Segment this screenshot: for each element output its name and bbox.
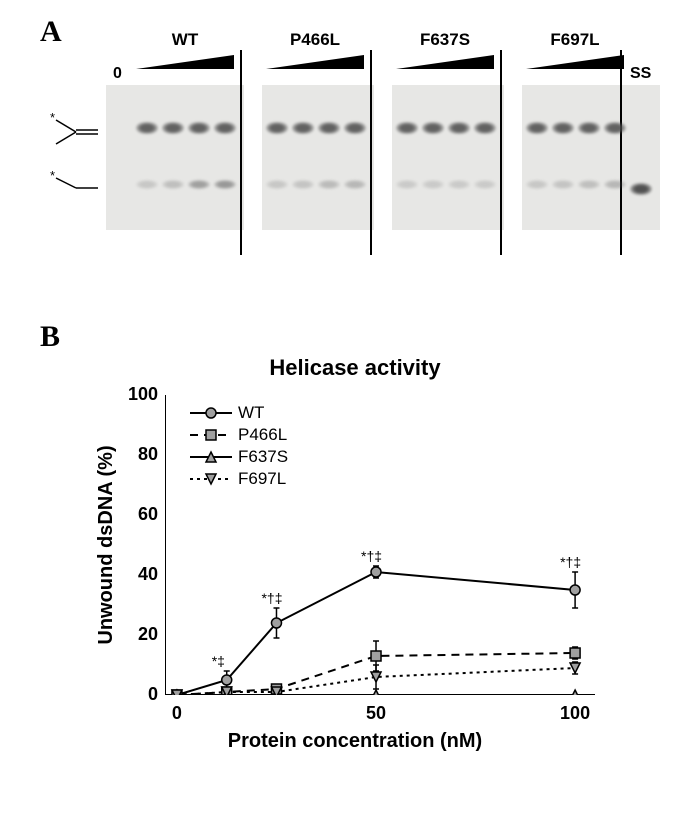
gel-band-lower: [422, 180, 444, 189]
gel-band-lower: [396, 180, 418, 189]
concentration-wedge-icon: [266, 55, 364, 69]
concentration-wedge-icon: [526, 55, 624, 69]
gel-band-upper: [422, 122, 444, 134]
legend-item: F697L: [190, 468, 288, 490]
gel-band-lower: [344, 180, 366, 189]
y-tick-label: 80: [120, 444, 158, 465]
y-tick-label: 60: [120, 504, 158, 525]
legend-item: P466L: [190, 424, 288, 446]
y-axis-label: Unwound dsDNA (%): [95, 395, 115, 695]
y-tick-label: 40: [120, 564, 158, 585]
svg-text:*: *: [50, 112, 55, 125]
gel-group-label: F637S: [410, 30, 480, 50]
dna-fork-schematic-icon: *: [48, 112, 103, 152]
gel-band-upper: [136, 122, 158, 134]
gel-band-lower: [318, 180, 340, 189]
gel-panel: 0 SS WT P466L F637S F697L: [100, 30, 660, 270]
concentration-wedge-icon: [396, 55, 494, 69]
panel-b-label: B: [40, 320, 60, 354]
gel-band-lower: [188, 180, 210, 189]
panel-a-label: A: [40, 15, 62, 49]
x-tick-label: 100: [555, 703, 595, 724]
gel-band-upper: [396, 122, 418, 134]
legend-label: F637S: [238, 447, 288, 467]
figure-page: A 0SSWTP466LF637SF697L * * B Helicase ac…: [0, 0, 700, 815]
gel-divider: [500, 50, 502, 255]
gel-band-upper: [266, 122, 288, 134]
gel-background: [392, 85, 504, 230]
gel-band-upper: [318, 122, 340, 134]
significance-annotation: *†‡: [361, 548, 382, 564]
gel-band-lower: [526, 180, 548, 189]
gel-band-lower: [474, 180, 496, 189]
gel-band-lower: [604, 180, 626, 189]
significance-annotation: *†‡: [560, 554, 581, 570]
gel-divider: [240, 50, 242, 255]
gel-background: [106, 85, 244, 230]
helicase-chart: Helicase activity Unwound dsDNA (%) Prot…: [75, 355, 635, 785]
gel-band-upper: [448, 122, 470, 134]
gel-band-upper: [214, 122, 236, 134]
lane-zero-label: 0: [113, 65, 122, 83]
gel-band-lower: [136, 180, 158, 189]
dna-single-schematic-icon: *: [48, 170, 103, 200]
x-tick-label: 0: [157, 703, 197, 724]
legend-label: F697L: [238, 469, 286, 489]
legend-label: P466L: [238, 425, 287, 445]
gel-group-label: WT: [150, 30, 220, 50]
gel-divider: [620, 50, 622, 255]
gel-band-lower: [214, 180, 236, 189]
chart-legend: WTP466LF637SF697L: [190, 402, 288, 490]
svg-text:*: *: [50, 170, 55, 183]
gel-band-upper: [344, 122, 366, 134]
gel-background: [262, 85, 374, 230]
gel-band-lower: [578, 180, 600, 189]
gel-band-upper: [162, 122, 184, 134]
concentration-wedge-icon: [136, 55, 234, 69]
gel-band-upper: [292, 122, 314, 134]
y-tick-label: 0: [120, 684, 158, 705]
gel-group-label: P466L: [280, 30, 350, 50]
x-axis-label: Protein concentration (nM): [75, 730, 635, 753]
y-tick-label: 20: [120, 624, 158, 645]
chart-title: Helicase activity: [75, 355, 635, 381]
gel-background: [522, 85, 660, 230]
gel-band-lower: [552, 180, 574, 189]
legend-item: F637S: [190, 446, 288, 468]
gel-band-upper: [604, 122, 626, 134]
significance-annotation: *‡: [212, 653, 225, 669]
x-tick-label: 50: [356, 703, 396, 724]
gel-band-lower: [266, 180, 288, 189]
gel-band-lower: [162, 180, 184, 189]
significance-annotation: *†‡: [261, 590, 282, 606]
gel-band-upper: [526, 122, 548, 134]
gel-band-upper: [188, 122, 210, 134]
ss-label: SS: [630, 65, 651, 83]
gel-band-upper: [578, 122, 600, 134]
legend-item: WT: [190, 402, 288, 424]
gel-divider: [370, 50, 372, 255]
gel-band-upper: [474, 122, 496, 134]
gel-band-upper: [552, 122, 574, 134]
gel-group-label: F697L: [540, 30, 610, 50]
gel-band-lower: [292, 180, 314, 189]
y-tick-label: 100: [120, 384, 158, 405]
gel-band-ss: [630, 183, 652, 195]
gel-band-lower: [448, 180, 470, 189]
legend-label: WT: [238, 403, 264, 423]
